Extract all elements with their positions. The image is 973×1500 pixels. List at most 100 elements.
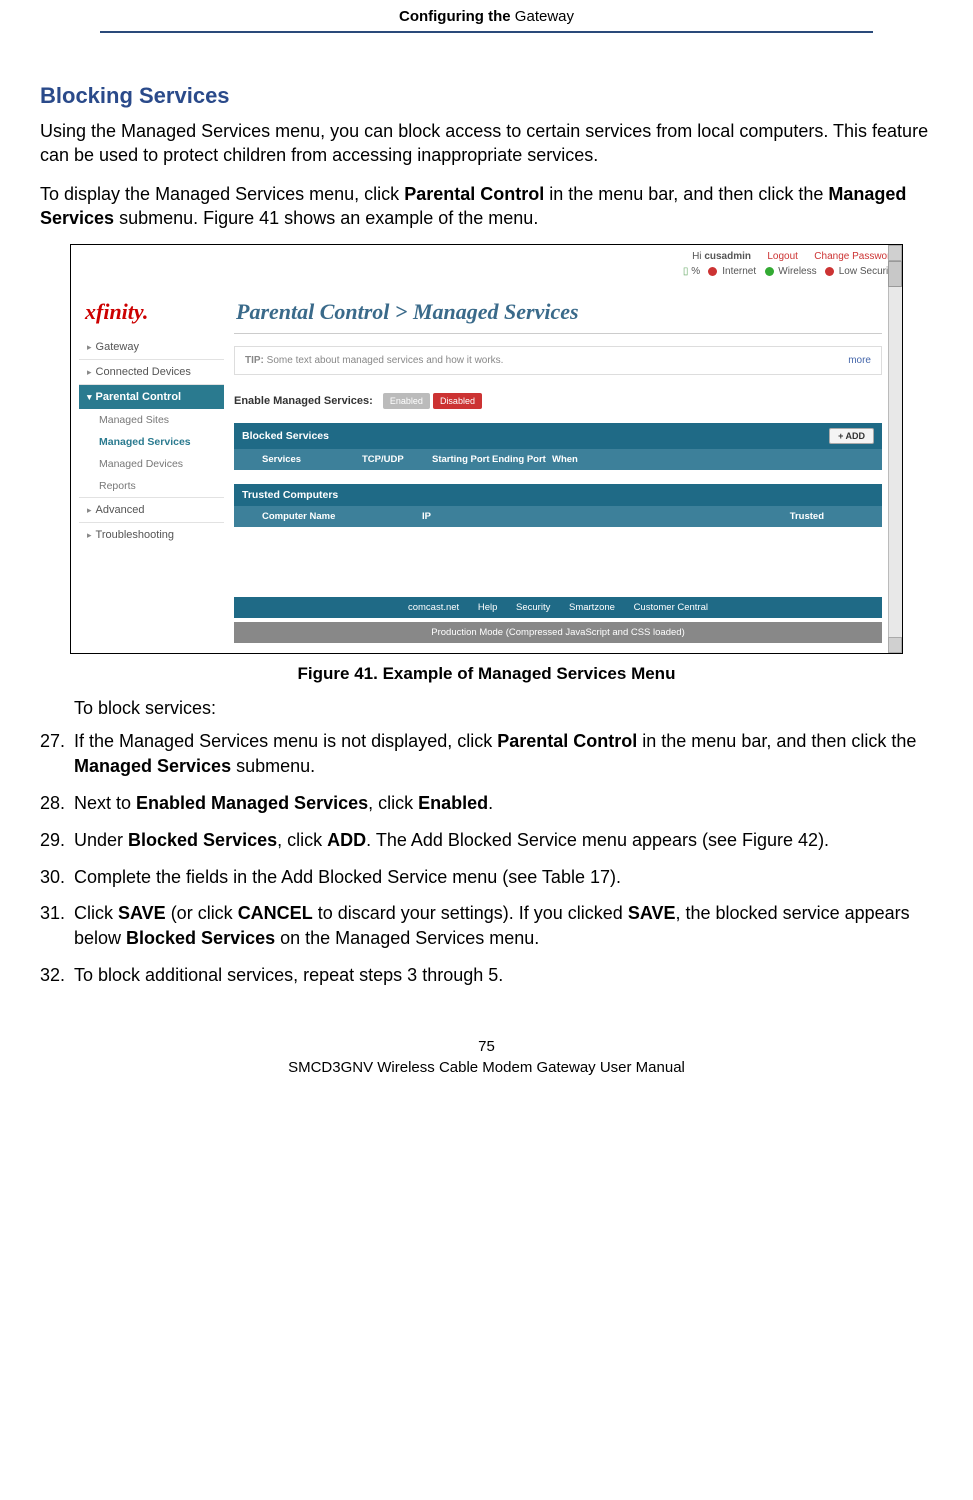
header-title-bold: Configuring the [399,8,511,25]
step-num: 29. [40,828,74,853]
security-status-icon [825,267,834,276]
nav-parental-label: Parental Control [96,391,182,403]
step-num: 27. [40,729,74,779]
b: CANCEL [238,903,313,923]
section-title: Blocking Services [40,83,933,109]
nav-managed-devices[interactable]: Managed Devices [79,453,224,475]
t: (or click [166,903,238,923]
trusted-computers-columns: Computer Name IP Trusted [234,506,882,527]
p2-text-3: submenu. Figure 41 shows an example of t… [114,208,538,228]
nav-troubleshooting-label: Troubleshooting [96,529,174,541]
nav-managed-sites[interactable]: Managed Sites [79,409,224,431]
t: Next to [74,793,136,813]
wireless-label: Wireless [778,266,816,277]
b: Blocked Services [126,928,275,948]
tip-box: TIP: Some text about managed services an… [234,346,882,375]
wireless-status-icon [765,267,774,276]
b: Parental Control [497,731,637,751]
col-computer-name: Computer Name [242,511,422,522]
nav-advanced-label: Advanced [96,504,145,516]
col-ending-port: Ending Port [492,454,552,465]
p2-text: To display the Managed Services menu, cl… [40,184,404,204]
t: in the menu bar, and then click the [637,731,916,751]
steps-list: 27. If the Managed Services menu is not … [40,729,933,988]
step-29: 29. Under Blocked Services, click ADD. T… [40,828,933,853]
header-title: Configuring the Gateway [40,0,933,31]
t: Under [74,830,128,850]
step-num: 28. [40,791,74,816]
current-user: cusadmin [704,251,751,262]
sidebar: xfinity. ▸Gateway ▸Connected Devices ▸Pa… [79,289,224,653]
t: submenu. [231,756,315,776]
step-text: To block additional services, repeat ste… [74,963,933,988]
col-services: Services [242,454,362,465]
t: , click [368,793,418,813]
step-text: Complete the fields in the Add Blocked S… [74,865,933,890]
scrollbar[interactable] [888,245,902,653]
top-status-bar: Hi cusadmin Logout Change Password ▯ % I… [71,245,902,283]
toggle-label: Enable Managed Services: [234,395,373,407]
scroll-thumb[interactable] [888,261,902,287]
t: If the Managed Services menu is not disp… [74,731,497,751]
scroll-up-button[interactable] [888,245,902,261]
page-number: 75 [40,1038,933,1055]
b: Managed Services [74,756,231,776]
disabled-button[interactable]: Disabled [433,393,482,409]
footer-comcast-link[interactable]: comcast.net [408,602,459,613]
footer-customer-central-link[interactable]: Customer Central [634,602,708,613]
footer-links: comcast.net Help Security Smartzone Cust… [234,597,882,618]
p2-text-2: in the menu bar, and then click the [544,184,828,204]
internet-label: Internet [722,266,756,277]
tip-more-link[interactable]: more [848,355,871,366]
t: . [488,793,493,813]
nav-reports[interactable]: Reports [79,475,224,497]
col-when: When [552,454,612,465]
step-27: 27. If the Managed Services menu is not … [40,729,933,779]
tip-text: Some text about managed services and how… [264,355,504,366]
nav-troubleshooting[interactable]: ▸Troubleshooting [79,522,224,547]
nav-advanced[interactable]: ▸Advanced [79,497,224,522]
nav-menu: ▸Gateway ▸Connected Devices ▸Parental Co… [79,335,224,547]
nav-gateway[interactable]: ▸Gateway [79,335,224,359]
trusted-title: Trusted Computers [242,489,338,501]
enabled-button[interactable]: Enabled [383,393,430,409]
step-text: If the Managed Services menu is not disp… [74,729,933,779]
scroll-down-button[interactable] [888,637,902,653]
blocked-services-columns: Services TCP/UDP Starting Port Ending Po… [234,449,882,470]
footer-mode: Production Mode (Compressed JavaScript a… [234,622,882,643]
footer-help-link[interactable]: Help [478,602,498,613]
greeting-pre: Hi [692,251,704,262]
nav-connected-label: Connected Devices [96,366,191,378]
nav-managed-services[interactable]: Managed Services [79,431,224,453]
nav-gateway-label: Gateway [96,341,139,353]
nav-parental-control[interactable]: ▸Parental Control [79,384,224,409]
figure-caption: Figure 41. Example of Managed Services M… [40,664,933,684]
step-32: 32. To block additional services, repeat… [40,963,933,988]
step-text: Under Blocked Services, click ADD. The A… [74,828,933,853]
trusted-computers-panel: Trusted Computers Computer Name IP Trust… [234,484,882,527]
step-28: 28. Next to Enabled Managed Services, cl… [40,791,933,816]
b: Enabled [418,793,488,813]
b: Enabled Managed Services [136,793,368,813]
footer-security-link[interactable]: Security [516,602,550,613]
t: Click [74,903,118,923]
col-ip: IP [422,511,622,522]
change-password-link[interactable]: Change Password [814,251,896,262]
logout-link[interactable]: Logout [767,251,798,262]
t: , click [277,830,327,850]
screenshot-figure: Hi cusadmin Logout Change Password ▯ % I… [70,244,903,654]
footer-smartzone-link[interactable]: Smartzone [569,602,615,613]
header-rule [100,31,873,33]
manual-title: SMCD3GNV Wireless Cable Modem Gateway Us… [40,1059,933,1076]
page-header: Configuring the Gateway [40,0,933,33]
page-footer: 75 SMCD3GNV Wireless Cable Modem Gateway… [40,1038,933,1076]
add-button[interactable]: + ADD [829,428,874,444]
tip-label: TIP: [245,355,264,366]
step-text: Next to Enabled Managed Services, click … [74,791,933,816]
step-num: 32. [40,963,74,988]
breadcrumb: Parental Control > Managed Services [234,289,882,334]
enable-toggle-row: Enable Managed Services: Enabled Disable… [234,389,882,423]
xfinity-logo: xfinity. [79,289,224,335]
nav-connected-devices[interactable]: ▸Connected Devices [79,359,224,384]
step-num: 31. [40,901,74,951]
